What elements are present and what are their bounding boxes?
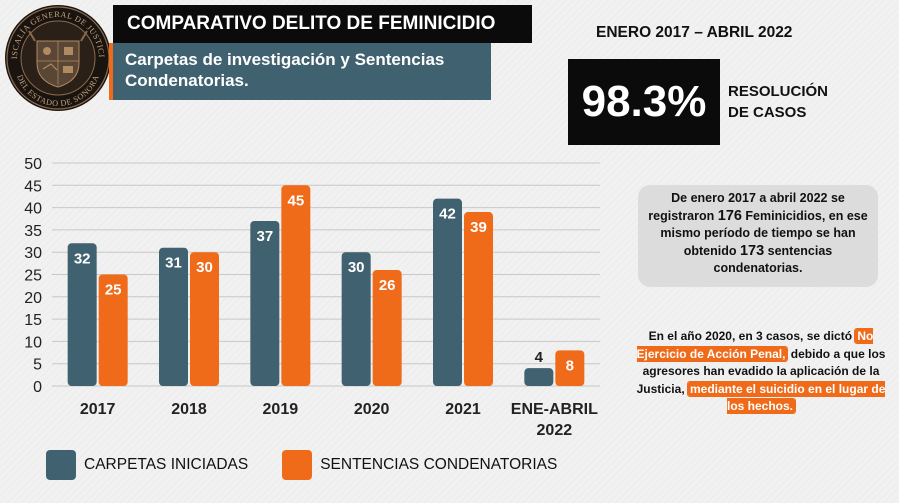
y-tick-label: 20 — [24, 290, 42, 307]
note-text-1: En el año 2020, en 3 casos, se dictó — [648, 329, 856, 343]
page-title: COMPARATIVO DELITO DE FEMINICIDIO — [113, 5, 532, 43]
legend-label-carpetas: CARPETAS INICIADAS — [84, 456, 249, 473]
bar-chart: 0 5 10 15 20 25 30 35 40 45 50 32 25 2017 31 30 2018 37 45… — [24, 156, 600, 439]
note-highlight-2: mediante el suicidio en el lugar de los … — [687, 381, 886, 413]
data-label: 30 — [348, 259, 365, 276]
bar — [67, 243, 97, 386]
bar — [250, 220, 280, 386]
chart-legend: CARPETAS INICIADAS SENTENCIAS CONDENATOR… — [46, 450, 591, 480]
kpi-label-line1: RESOLUCIÓN — [728, 83, 829, 100]
note-text-2: debido a que los agresores han evadido l… — [636, 346, 886, 396]
legend-swatch-carpetas — [46, 450, 76, 480]
bar — [464, 212, 493, 386]
x-tick-label: 2019 — [263, 401, 299, 418]
kpi-label: RESOLUCIÓN DE CASOS — [728, 81, 828, 123]
data-label: 26 — [379, 277, 396, 294]
fiscalia-seal-logo: FISCALÍA GENERAL DE JUSTICIA DEL ESTADO … — [3, 3, 111, 111]
y-tick-label: 45 — [24, 178, 42, 195]
bar — [190, 252, 219, 386]
y-tick-label: 25 — [24, 268, 42, 285]
y-tick-label: 5 — [33, 357, 42, 374]
bar — [159, 247, 188, 386]
bar — [555, 350, 585, 386]
y-tick-label: 30 — [24, 245, 42, 262]
data-label: 30 — [196, 259, 213, 276]
bar — [341, 252, 371, 386]
data-label: 8 — [566, 357, 574, 374]
bar — [524, 368, 554, 386]
data-label: 25 — [105, 282, 122, 299]
data-label: 4 — [535, 349, 544, 366]
y-tick-label: 10 — [24, 334, 42, 351]
data-label: 42 — [439, 206, 456, 223]
y-tick-label: 40 — [24, 201, 42, 218]
page-subtitle: Carpetas de investigación y Sentencias C… — [109, 43, 491, 100]
data-label: 45 — [287, 192, 304, 209]
legend-swatch-sentencias — [282, 450, 313, 480]
kpi-label-line2: DE CASOS — [728, 104, 807, 121]
data-label: 32 — [74, 250, 91, 267]
summary-feminicide-count: 176 — [717, 207, 742, 224]
x-tick-label: ENE-ABRIL 2022 — [511, 401, 598, 439]
x-tick-label: 2020 — [354, 401, 390, 418]
x-tick-label: 2018 — [171, 401, 207, 418]
y-tick-label: 35 — [24, 223, 42, 240]
summary-text-2: Feminicidios, en ese mismo período de ti… — [660, 208, 868, 258]
y-tick-label: 15 — [24, 312, 42, 329]
y-tick-label: 50 — [24, 156, 42, 173]
bar — [281, 185, 311, 386]
legend-label-sentencias: SENTENCIAS CONDENATORIAS — [320, 456, 558, 473]
bar — [372, 270, 402, 386]
summary-sentence-count: 173 — [739, 242, 765, 259]
period-label: ENERO 2017 – ABRIL 2022 — [596, 24, 793, 41]
data-label: 31 — [165, 255, 182, 272]
bar — [98, 274, 128, 386]
summary-box: De enero 2017 a abril 2022 se registraro… — [638, 185, 878, 287]
bar — [433, 198, 462, 386]
data-label: 37 — [256, 228, 273, 245]
note-2020: En el año 2020, en 3 casos, se dictó No … — [630, 328, 892, 416]
data-label: 39 — [470, 219, 487, 236]
summary-text-1: De enero 2017 a abril 2022 se registraro… — [648, 191, 845, 223]
kpi-value: 98.3% — [568, 59, 720, 145]
x-tick-label: 2021 — [445, 401, 481, 418]
y-tick-label: 0 — [33, 379, 42, 396]
summary-text-3: sentencias condenatorias. — [713, 243, 833, 276]
x-tick-label: 2017 — [80, 401, 116, 418]
